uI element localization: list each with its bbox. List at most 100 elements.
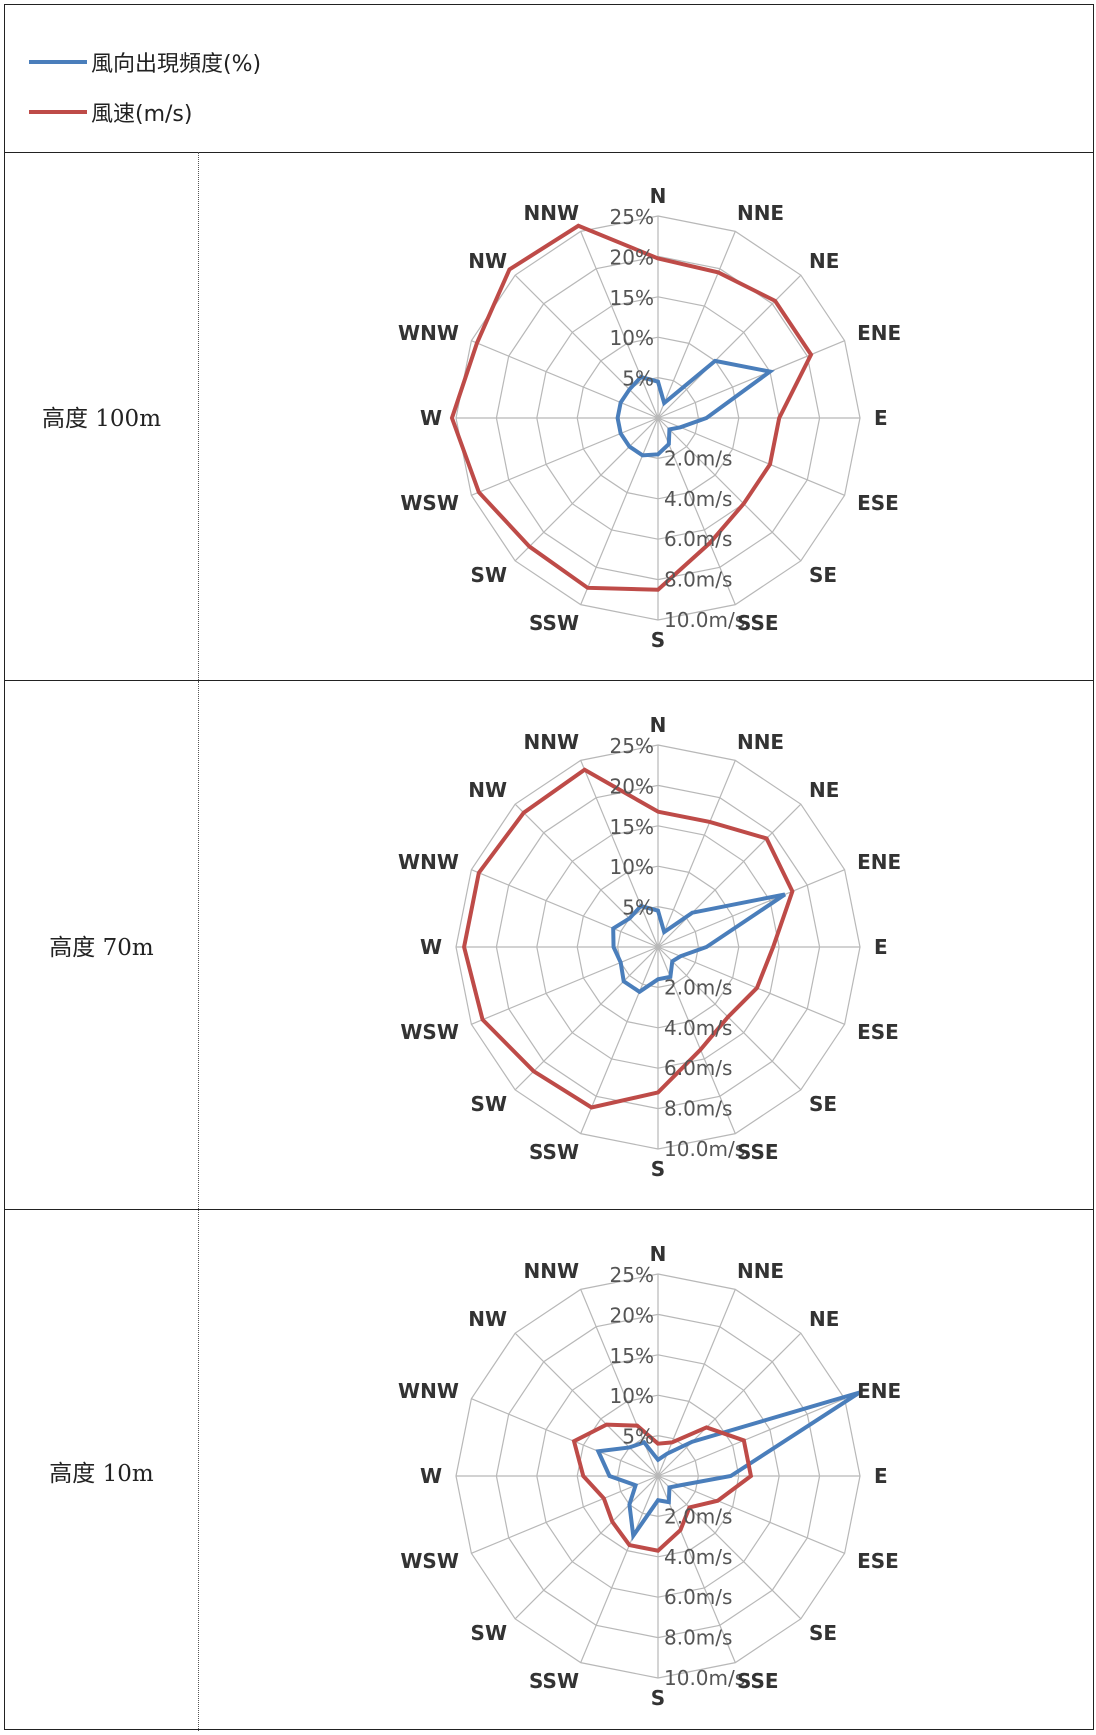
grid-spoke	[657, 803, 802, 948]
grid-spoke	[514, 803, 659, 948]
direction-label: NE	[809, 249, 839, 273]
speed-tick-label: 8.0m/s	[664, 1097, 732, 1121]
direction-label: S	[651, 1686, 665, 1710]
row-10m: 高度 10m 5% 10% 15% 20% 25% 2.0m/s 4.0m/s 6.0m/s 8…	[5, 1210, 1093, 1731]
wind-rose-100m: 5% 10% 15% 20% 25% 2.0m/s 4.0m/s 6.0m/s 8.0m/s 10…	[398, 184, 901, 652]
direction-label: NE	[809, 1307, 839, 1331]
speed-tick-label: 8.0m/s	[664, 568, 732, 592]
direction-label: WSW	[400, 491, 459, 515]
grid-spoke	[657, 417, 736, 605]
grid-spoke	[657, 231, 736, 419]
direction-label: SSE	[737, 611, 779, 635]
chart-cell-10m: 5% 10% 15% 20% 25% 2.0m/s 4.0m/s 6.0m/s 8.0m/s 10…	[198, 1210, 1093, 1731]
direction-label: SSW	[529, 1140, 579, 1164]
direction-label: SW	[471, 1621, 507, 1645]
freq-tick-label: 5%	[622, 1425, 654, 1449]
wind-rose-70m: 5% 10% 15% 20% 25% 2.0m/s 4.0m/s 6.0m/s 8.0m/s 10…	[398, 713, 901, 1181]
direction-label: WSW	[400, 1549, 459, 1573]
direction-label: SE	[809, 563, 837, 587]
series-line-speed	[449, 223, 814, 592]
legend-line-frequency	[29, 60, 87, 64]
row-label-cell: 高度 10m	[5, 1210, 199, 1731]
direction-label: WNW	[398, 321, 459, 345]
direction-label: E	[874, 406, 888, 430]
grid-spoke	[514, 417, 659, 562]
speed-tick-label: 10.0m/s	[664, 1666, 745, 1690]
grid-spoke	[657, 760, 736, 948]
speed-tick-label: 2.0m/s	[664, 446, 732, 470]
row-label-cell: 高度 70m	[5, 681, 199, 1209]
grid-spoke	[471, 340, 659, 419]
chart-cell-70m: 5% 10% 15% 20% 25% 2.0m/s 4.0m/s 6.0m/s 8.0m/s 10…	[198, 681, 1093, 1209]
direction-label: NNE	[737, 730, 784, 754]
grid-spoke	[657, 340, 845, 419]
grid-spoke	[471, 1475, 659, 1554]
grid-spoke	[580, 946, 659, 1134]
direction-label: SE	[809, 1621, 837, 1645]
grid-spoke	[471, 869, 659, 948]
series-line-frequency	[611, 892, 787, 995]
speed-tick-label: 10.0m/s	[664, 1137, 745, 1161]
row-label-100m: 高度 100m	[41, 406, 162, 432]
direction-label: E	[874, 935, 888, 959]
row-100m: 高度 100m 5% 10% 15% 20% 25% 2.0m/s 4.0m/s 6.0m/s…	[5, 152, 1093, 681]
direction-label: ESE	[857, 491, 899, 515]
series-line-frequency	[595, 1390, 861, 1542]
freq-tick-label: 10%	[610, 1384, 654, 1408]
speed-tick-label: 4.0m/s	[664, 487, 732, 511]
grid-spoke	[657, 1475, 802, 1620]
chart-cell-100m: 5% 10% 15% 20% 25% 2.0m/s 4.0m/s 6.0m/s 8.0m/s 10…	[198, 152, 1093, 680]
direction-label: N	[650, 713, 667, 737]
direction-label: NE	[809, 778, 839, 802]
legend-item-speed: 風速(m/s)	[29, 97, 192, 127]
grid-spoke	[471, 946, 659, 1025]
grid-spoke	[657, 1398, 845, 1477]
freq-tick-label: 20%	[610, 245, 654, 269]
wind-rose-table: 風向出現頻度(%) 風速(m/s) 高度 100m 5% 10% 15% 20% 25%…	[4, 4, 1094, 1731]
series-line-frequency	[615, 358, 775, 458]
grid-spoke	[471, 1398, 659, 1477]
grid-spoke	[657, 946, 845, 1025]
legend-label-frequency: 風向出現頻度(%)	[91, 52, 262, 77]
direction-label: NNE	[737, 201, 784, 225]
grid-spoke	[657, 417, 802, 562]
direction-label: NW	[468, 249, 507, 273]
direction-label: WNW	[398, 1379, 459, 1403]
direction-label: N	[650, 184, 667, 208]
legend-label-speed: 風速(m/s)	[91, 102, 193, 127]
wind-rose-10m: 5% 10% 15% 20% 25% 2.0m/s 4.0m/s 6.0m/s 8.0m/s 10…	[398, 1242, 901, 1710]
freq-tick-label: 25%	[610, 205, 654, 229]
grid-spoke	[514, 1332, 659, 1477]
freq-tick-label: 15%	[610, 286, 654, 310]
direction-label: SE	[809, 1092, 837, 1116]
direction-label: SSE	[737, 1669, 779, 1693]
direction-label: SW	[471, 563, 507, 587]
grid-spoke	[514, 274, 659, 419]
legend-line-speed	[29, 110, 87, 114]
speed-tick-label: 6.0m/s	[664, 1585, 732, 1609]
grid-spoke	[657, 274, 802, 419]
freq-tick-label: 10%	[610, 855, 654, 879]
grid-spoke	[657, 1475, 845, 1554]
legend-item-frequency: 風向出現頻度(%)	[29, 47, 261, 77]
row-label-cell: 高度 100m	[5, 152, 199, 680]
freq-tick-label: 25%	[610, 734, 654, 758]
series-line-speed	[462, 767, 795, 1110]
direction-label: NW	[468, 1307, 507, 1331]
direction-label: NNW	[523, 730, 579, 754]
row-70m: 高度 70m 5% 10% 15% 20% 25% 2.0m/s 4.0m/s 6.0m/s 8…	[5, 681, 1093, 1210]
direction-label: W	[420, 1464, 442, 1488]
speed-tick-label: 6.0m/s	[664, 1056, 732, 1080]
direction-label: SSW	[529, 611, 579, 635]
speed-tick-label: 4.0m/s	[664, 1016, 732, 1040]
direction-label: S	[651, 628, 665, 652]
freq-tick-label: 25%	[610, 1263, 654, 1287]
direction-label: E	[874, 1464, 888, 1488]
speed-tick-label: 4.0m/s	[664, 1545, 732, 1569]
direction-label: SSW	[529, 1669, 579, 1693]
row-label-70m: 高度 70m	[49, 935, 154, 961]
grid-spoke	[657, 1475, 736, 1663]
grid-spoke	[580, 417, 659, 605]
freq-tick-label: 5%	[622, 896, 654, 920]
series-line-speed	[571, 1422, 754, 1553]
